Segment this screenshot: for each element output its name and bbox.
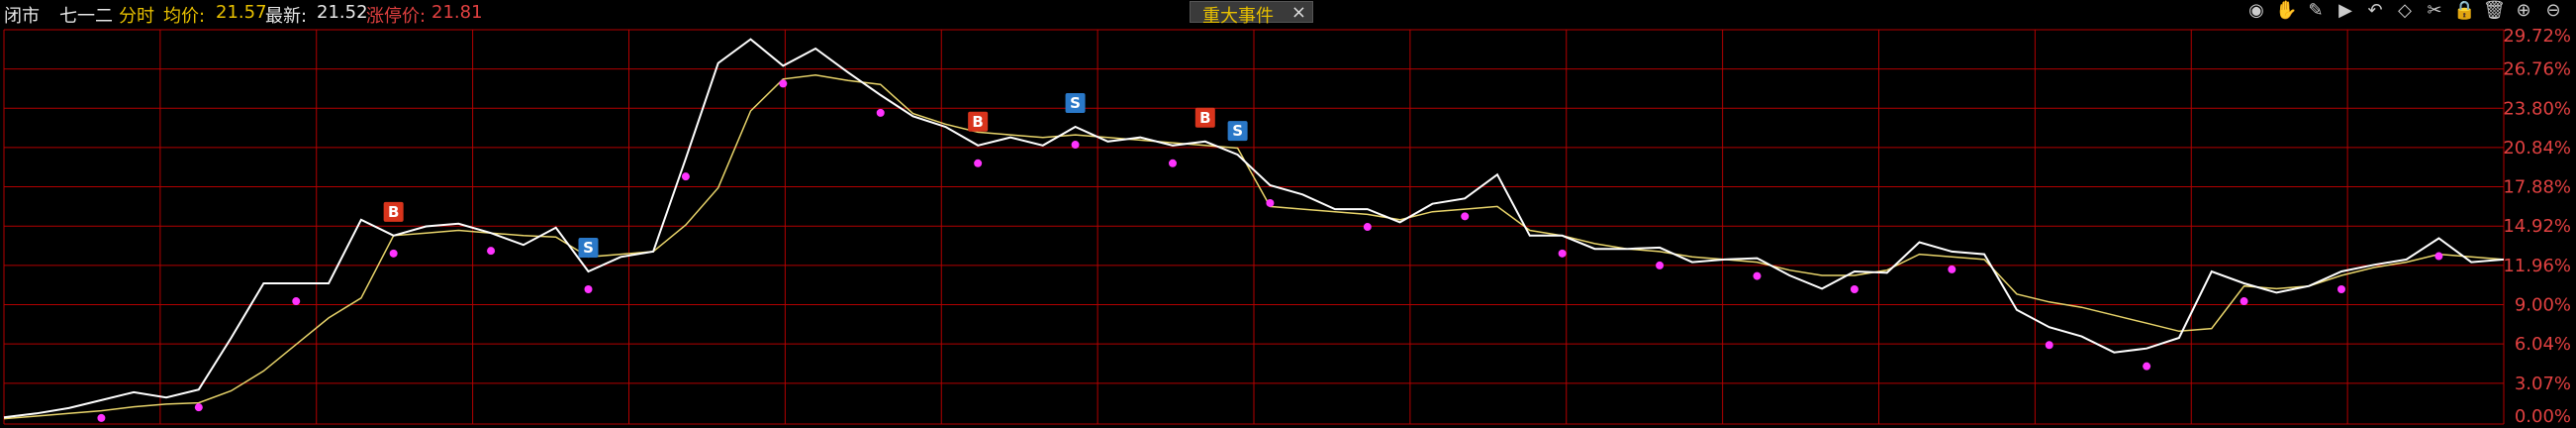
avg-series: [3, 74, 2505, 420]
signal-dot: [1558, 249, 1567, 258]
market-status: 闭市: [4, 6, 40, 27]
signal-dot: [2434, 252, 2443, 261]
trade-marker-label: B: [972, 113, 983, 131]
trade-marker-box: [968, 111, 989, 132]
stock-name[interactable]: 七一二: [59, 6, 113, 27]
scissors-icon[interactable]: ✂: [2427, 0, 2442, 21]
latest-price-label: 最新:: [265, 6, 308, 27]
trade-marker-box: [578, 237, 599, 258]
y-tick-label: 9.00%: [2515, 294, 2571, 315]
signal-dot: [2143, 362, 2151, 371]
limit-up-value: 21.81: [431, 2, 483, 23]
chart-toolbar: ◉ ✋ ✎ ▶ ↶ ◇ ✂ 🔒 🗑 ⊕ ⊖: [2245, 0, 2564, 22]
signal-dot: [2240, 297, 2248, 306]
major-events-label: 重大事件: [1202, 6, 1274, 27]
y-tick-label: 0.00%: [2515, 406, 2571, 427]
lock-icon[interactable]: 🔒: [2453, 0, 2476, 21]
major-events-tab[interactable]: 重大事件 ×: [1190, 1, 1313, 27]
y-tick-label: 17.88%: [2503, 177, 2571, 198]
trade-marker-label: B: [388, 203, 399, 221]
signal-dot: [1266, 198, 1275, 207]
signal-dot: [1948, 265, 1956, 273]
trade-marker-label: S: [583, 239, 594, 257]
zoom-out-icon[interactable]: ⊖: [2545, 0, 2561, 21]
delete-icon[interactable]: 🗑: [2483, 0, 2506, 21]
trade-markers: B S B S B S: [383, 93, 1248, 258]
signal-dot: [1071, 141, 1080, 150]
trade-marker-box: [1194, 107, 1215, 128]
signal-dot: [2045, 341, 2053, 350]
signal-dot: [974, 159, 983, 167]
y-tick-label: 23.80%: [2503, 98, 2571, 119]
trade-marker-buy: B: [383, 201, 404, 222]
trade-marker-sell: S: [1065, 93, 1086, 114]
avg-price-label: 均价:: [163, 6, 206, 27]
latest-price-value: 21.52: [317, 2, 368, 23]
signal-dot: [292, 297, 301, 306]
avg-price-value: 21.57: [216, 2, 267, 23]
trade-marker-label: S: [1070, 94, 1081, 112]
y-tick-label: 20.84%: [2503, 138, 2571, 159]
signal-dot: [97, 413, 106, 422]
chart-grid: [3, 29, 2505, 425]
header-bar: 闭市 七一二 分时 均价: 21.57 最新: 21.52 涨停价: 21.81…: [0, 0, 2576, 27]
y-tick-label: 26.76%: [2503, 59, 2571, 80]
signal-dot: [389, 249, 398, 258]
hand-icon[interactable]: ✋: [2275, 0, 2298, 21]
marker-icon[interactable]: ✎: [2308, 0, 2324, 21]
trade-marker-buy: B: [1194, 107, 1215, 128]
signal-dot: [1461, 212, 1470, 221]
signal-markers: [97, 79, 2443, 422]
y-tick-label: 29.72%: [2503, 26, 2571, 47]
trade-marker-label: B: [1199, 109, 1210, 127]
signal-dot: [1363, 223, 1372, 232]
chart-mode[interactable]: 分时: [119, 6, 154, 27]
trade-marker-buy: B: [968, 111, 989, 132]
signal-dot: [1753, 271, 1762, 280]
price-series: [3, 38, 2505, 419]
y-tick-label: 14.92%: [2503, 216, 2571, 237]
intraday-chart: B S B S B S 29.72% 26.76% 23.80% 20.84% 17.88% 14.…: [3, 26, 2571, 427]
signal-dot: [194, 403, 203, 412]
signal-dot: [1656, 261, 1665, 269]
signal-dot: [584, 284, 593, 293]
limit-up-label: 涨停价:: [366, 6, 427, 27]
trade-marker-box: [1065, 93, 1086, 114]
undo-icon[interactable]: ↶: [2367, 0, 2383, 21]
trade-marker-sell: S: [578, 237, 599, 258]
signal-dot: [876, 108, 885, 117]
trade-marker-box: [383, 201, 404, 222]
trade-marker-box: [1227, 121, 1248, 142]
y-tick-label: 11.96%: [2503, 256, 2571, 276]
diamond-icon[interactable]: ◇: [2398, 0, 2412, 21]
eye-icon[interactable]: ◉: [2248, 0, 2264, 21]
trade-marker-sell: S: [1227, 121, 1248, 142]
price-line: [3, 38, 2505, 419]
close-icon[interactable]: ×: [1290, 2, 1306, 23]
y-axis: 29.72% 26.76% 23.80% 20.84% 17.88% 14.92% 11.9…: [2503, 26, 2571, 427]
signal-dot: [681, 172, 690, 181]
signal-dot: [2337, 284, 2345, 293]
play-icon[interactable]: ▶: [2338, 0, 2352, 21]
trade-marker-label: S: [1232, 122, 1243, 140]
zoom-in-icon[interactable]: ⊕: [2516, 0, 2531, 21]
signal-dot: [1168, 159, 1177, 167]
y-tick-label: 3.07%: [2515, 374, 2571, 394]
signal-dot: [779, 79, 788, 88]
signal-dot: [487, 247, 496, 256]
y-tick-label: 6.04%: [2515, 334, 2571, 355]
average-price-line: [3, 74, 2505, 420]
signal-dot: [1850, 284, 1859, 293]
